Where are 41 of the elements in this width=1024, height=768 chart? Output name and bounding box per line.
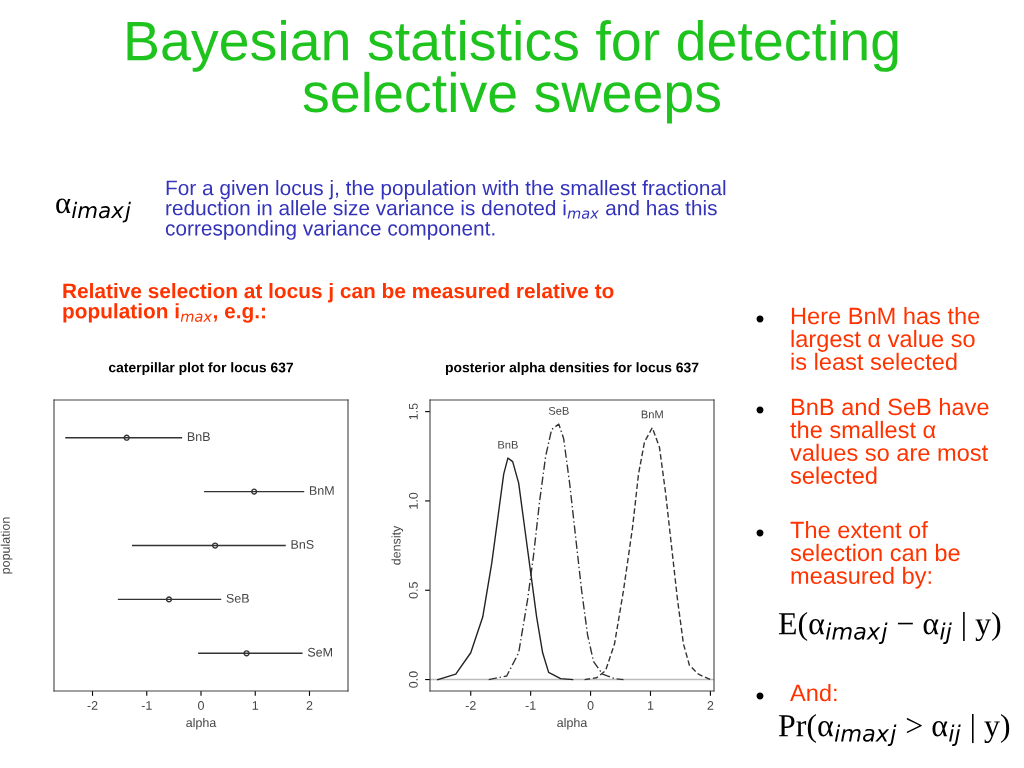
series-label: BnB (498, 440, 518, 449)
text: The extent of selection can be measured by: (790, 521, 960, 589)
x-tick-label: 2 (707, 701, 714, 710)
x-tick-label: -2 (87, 701, 98, 710)
y-tick-label: 1.0 (408, 492, 418, 509)
text: Here BnM has the largest α value so is least selected (791, 307, 980, 371)
point (211, 542, 219, 549)
x-axis-title: alpha (186, 717, 217, 730)
chart-title: caterpillar plot for locus 637 (108, 362, 294, 376)
x-tick-label: -1 (525, 701, 536, 710)
point (165, 596, 173, 603)
text: Pr(α$_{imaxj}$ > α$_{ij}$ | y) (778, 714, 1010, 747)
point (123, 434, 130, 441)
chart-title: posterior alpha densities for locus 637 (445, 362, 699, 376)
series-label: BnM (641, 410, 663, 419)
x-axis-title: alpha (557, 717, 588, 730)
series-label: SeB (548, 406, 569, 415)
x-tick-label: 0 (198, 701, 204, 710)
x-tick-label: 1 (252, 701, 259, 710)
y-tick-label: BnS (291, 540, 314, 549)
text: Bayesian statistics for detecting selective sweeps (127, 20, 898, 124)
x-tick-label: -1 (141, 701, 152, 710)
point (243, 650, 250, 657)
y-axis-title: population (0, 517, 13, 574)
y-tick-label: 0.0 (408, 671, 418, 688)
x-tick-label: 2 (306, 701, 313, 710)
text: And: (790, 684, 837, 702)
text: Relative selection at locus j can be measured relative to population i$_{max}$, e.g.: (63, 283, 614, 323)
line-series (437, 457, 574, 681)
x-tick-label: -2 (465, 701, 476, 710)
y-tick-label: 0.5 (408, 582, 418, 599)
y-tick-label: 1.5 (409, 403, 418, 420)
x-tick-label: 0 (587, 701, 594, 710)
point (251, 488, 258, 495)
x-tick-label: 1 (647, 701, 654, 710)
text: α$_{imaxj}$ (56, 198, 131, 223)
text: BnB and SeB have the smallest α values so are most selected (790, 398, 989, 484)
y-tick-label: SeM (307, 647, 332, 657)
text: For a given locus j, the population with the smallest fractional reduction in allele size variance is denoted i$_{max}$ and has this corresponding variance component. (165, 180, 726, 240)
y-axis-title: density (391, 525, 404, 565)
text: E(α$_{imaxj}$ − α$_{ij}$ | y) (778, 612, 1001, 645)
